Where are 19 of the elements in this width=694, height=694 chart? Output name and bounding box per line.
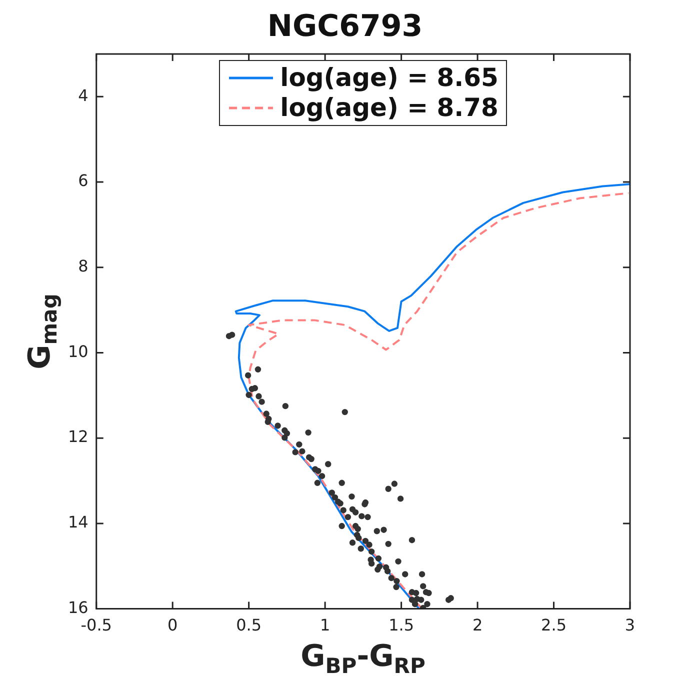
x-tick-label: 2	[472, 616, 483, 635]
x-tick-label: 3	[624, 616, 636, 635]
y-tick-label: 16	[68, 598, 88, 617]
x-axis-title: G$_{BP}$-G$_{RP}$	[300, 638, 426, 678]
y-tick-label: 4	[78, 86, 88, 105]
y-tick-label: 10	[68, 342, 88, 361]
y-tick-label: 12	[68, 427, 88, 446]
chart-title: NGC6793	[267, 8, 423, 44]
x-tick-label: 0.5	[236, 616, 262, 635]
x-tick-label: 2.5	[541, 616, 566, 635]
y-tick-label: 8	[78, 256, 88, 276]
x-tick-label: 0	[168, 616, 178, 635]
y-tick-label: 6	[78, 171, 88, 190]
x-tick-label: 1.5	[388, 616, 414, 635]
legend-label: log(age) = 8.65	[280, 63, 498, 93]
x-tick-label: 1	[320, 616, 330, 635]
x-tick-label: -0.5	[80, 616, 112, 635]
y-tick-label: 14	[68, 512, 88, 532]
legend-label: log(age) = 8.78	[280, 93, 498, 123]
